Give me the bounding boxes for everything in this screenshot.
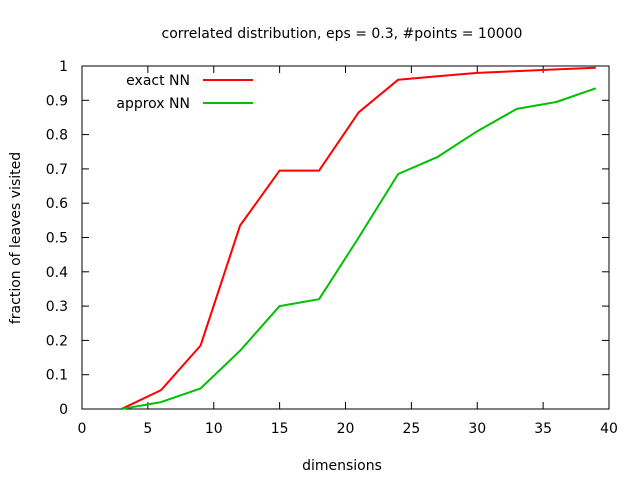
y-tick-label: 0.5 [46, 231, 68, 247]
x-tick-label: 15 [271, 421, 289, 437]
series-lines [121, 66, 597, 410]
y-tick-label: 0.8 [46, 128, 68, 144]
plot-frame [81, 65, 610, 410]
y-tick-label: 0.9 [46, 93, 68, 109]
x-tick-label: 25 [402, 421, 420, 437]
y-tick-label: 0.7 [46, 162, 68, 178]
x-tick-label: 35 [534, 421, 552, 437]
x-tick-label: 40 [600, 421, 618, 437]
y-tick-label: 0.4 [46, 265, 68, 281]
series-line [121, 66, 596, 410]
legend-label: exact NN [126, 73, 190, 89]
y-tick-label: 0.1 [46, 368, 68, 384]
legend: exact NN approx NN [116, 73, 253, 112]
axis-ticks: 0 5 10 15 20 25 30 35 40 0 0.1 0.2 0.3 0.4 0.5 0.6 0.7 0.… [46, 59, 618, 437]
y-tick-label: 0.6 [46, 196, 68, 212]
legend-label: approx NN [116, 96, 190, 112]
x-tick-label: 20 [337, 421, 355, 437]
y-tick-label: 0 [59, 402, 68, 418]
chart-title: correlated distribution, eps = 0.3, #poi… [162, 26, 523, 42]
x-tick-label: 0 [78, 421, 87, 437]
y-tick-label: 0.2 [46, 333, 68, 349]
x-tick-label: 5 [143, 421, 152, 437]
y-tick-label: 0.3 [46, 299, 68, 315]
y-axis-label: fraction of leaves visited [8, 152, 24, 324]
y-tick-label: 1 [59, 59, 68, 75]
x-axis-label: dimensions [302, 458, 382, 474]
series-line [121, 87, 597, 410]
x-tick-label: 10 [205, 421, 223, 437]
x-tick-label: 30 [468, 421, 486, 437]
